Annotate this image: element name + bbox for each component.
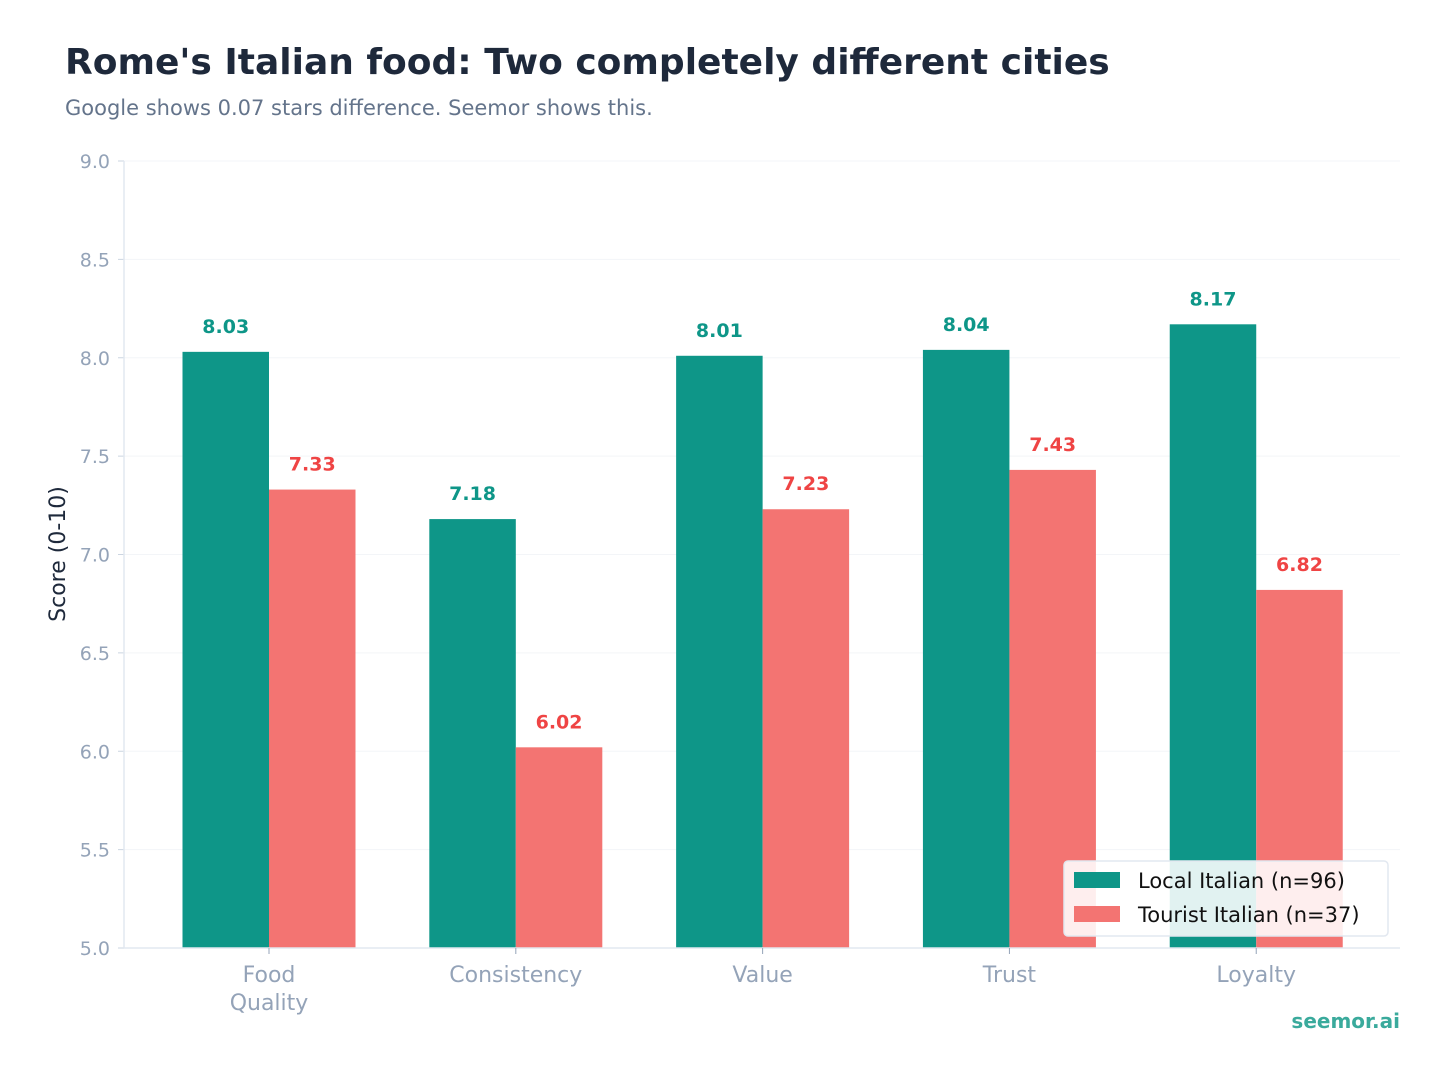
data-label: 8.04 [943, 314, 990, 336]
data-label: 8.17 [1190, 288, 1237, 310]
bar [922, 349, 1010, 948]
y-axis-label: Score (0-10) [46, 486, 71, 622]
legend-swatch [1074, 906, 1120, 922]
x-tick-label: Quality [230, 991, 309, 1016]
watermark: seemor.ai [1291, 1009, 1400, 1033]
legend-label: Tourist Italian (n=37) [1137, 903, 1360, 927]
data-label: 7.43 [1029, 434, 1076, 456]
bar [429, 519, 516, 948]
legend-box [1063, 860, 1389, 937]
y-tick-label: 5.0 [80, 938, 110, 960]
y-tick-label: 7.0 [80, 545, 110, 567]
x-tick-label: Value [732, 963, 792, 988]
bar [269, 489, 356, 948]
data-label: 8.01 [696, 320, 743, 342]
chart-title: Rome's Italian food: Two completely diff… [65, 42, 1110, 83]
data-label: 7.33 [289, 454, 336, 476]
bar [1169, 324, 1257, 948]
y-tick-label: 6.5 [80, 643, 110, 665]
x-tick-label: Trust [982, 963, 1037, 988]
legend-swatch [1074, 872, 1120, 888]
legend-label: Local Italian (n=96) [1138, 869, 1345, 893]
data-label: 7.18 [449, 483, 496, 505]
y-tick-label: 9.0 [80, 151, 110, 173]
x-tick-label: Loyalty [1216, 963, 1296, 988]
y-tick-label: 6.0 [80, 741, 110, 763]
chart-subtitle: Google shows 0.07 stars difference. Seem… [65, 96, 653, 120]
bar [182, 351, 269, 948]
bar [762, 509, 850, 948]
y-tick-label: 8.0 [80, 348, 110, 370]
y-tick-label: 7.5 [80, 446, 110, 468]
data-label: 7.23 [782, 473, 829, 495]
data-label: 6.82 [1276, 554, 1323, 576]
x-tick-label: Consistency [449, 963, 582, 988]
y-tick-label: 5.5 [80, 840, 110, 862]
y-tick-label: 8.5 [80, 249, 110, 271]
data-label: 6.02 [536, 711, 583, 733]
data-label: 8.03 [202, 316, 249, 338]
bar [515, 747, 603, 948]
legend: Local Italian (n=96) Tourist Italian (n=3… [1063, 860, 1389, 937]
bar [676, 355, 763, 949]
x-tick-label: Food [243, 963, 296, 988]
